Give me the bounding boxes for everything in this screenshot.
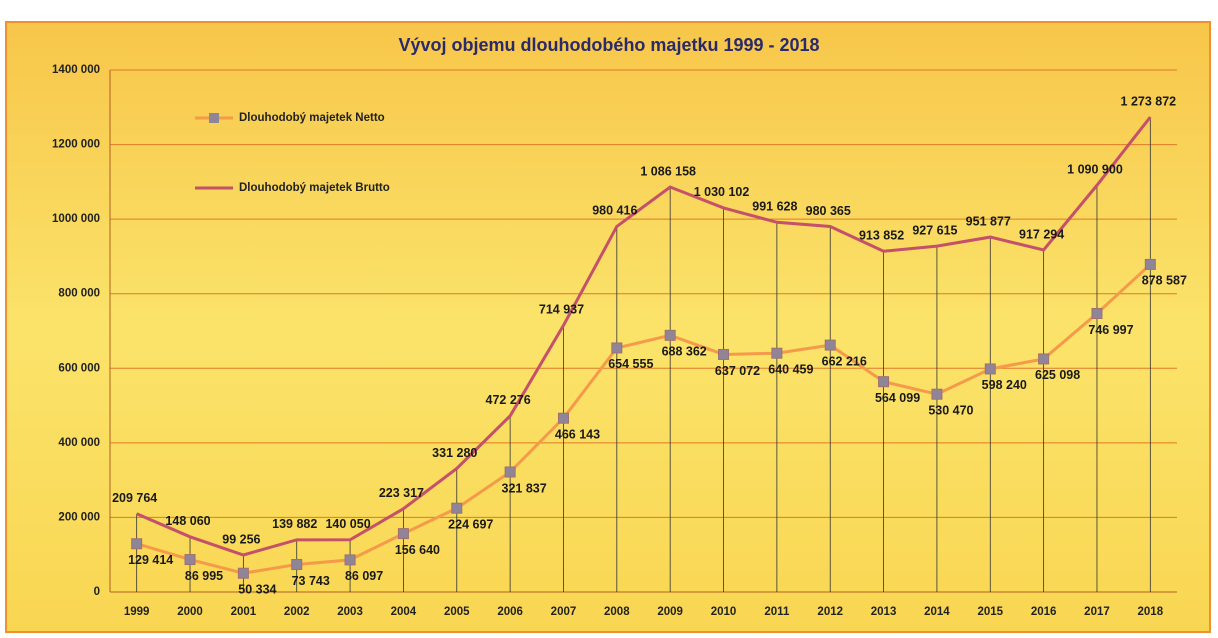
x-tick-label: 2017 [1084, 606, 1110, 618]
value-label: 913 852 [859, 229, 904, 243]
marker [931, 388, 943, 400]
x-tick-label: 2007 [551, 606, 577, 618]
x-tick-label: 2016 [1031, 606, 1057, 618]
x-tick-label: 2004 [391, 606, 417, 618]
marker [557, 412, 569, 424]
value-label: 86 097 [345, 569, 383, 583]
marker [344, 554, 356, 566]
value-label: 640 459 [768, 362, 813, 376]
marker [878, 376, 890, 388]
x-tick-label: 2011 [764, 606, 790, 618]
x-tick-label: 2009 [657, 606, 683, 618]
x-tick-label: 2013 [871, 606, 897, 618]
value-label: 209 764 [112, 491, 157, 505]
marker [824, 339, 836, 351]
x-tick-label: 1999 [124, 606, 150, 618]
value-label: 1 273 872 [1121, 94, 1177, 108]
value-label: 662 216 [822, 354, 867, 368]
x-tick-label: 2001 [231, 606, 257, 618]
marker [1144, 258, 1156, 270]
value-label: 99 256 [222, 532, 260, 546]
y-tick-label: 1200 000 [52, 139, 100, 151]
marker [1038, 353, 1050, 365]
marker [1091, 307, 1103, 319]
x-tick-label: 2006 [497, 606, 523, 618]
marker [984, 363, 996, 375]
value-label: 917 294 [1019, 227, 1064, 241]
value-label: 625 098 [1035, 368, 1080, 382]
marker [718, 348, 730, 360]
value-label: 951 877 [966, 214, 1011, 228]
x-tick-label: 2015 [977, 606, 1003, 618]
y-tick-label: 1400 000 [52, 64, 100, 76]
legend-label: Dlouhodobý majetek Netto [239, 112, 385, 124]
marker [664, 329, 676, 341]
value-label: 50 334 [238, 583, 276, 597]
marker [611, 342, 623, 354]
y-tick-label: 200 000 [58, 511, 100, 523]
y-tick-label: 1000 000 [52, 213, 100, 225]
value-label: 688 362 [662, 345, 707, 359]
chart-background [5, 21, 1211, 633]
x-tick-label: 2010 [711, 606, 737, 618]
value-label: 472 276 [486, 393, 531, 407]
value-label: 598 240 [982, 378, 1027, 392]
value-label: 331 280 [432, 446, 477, 460]
series-line [136, 116, 1152, 557]
legend-marker [209, 113, 219, 123]
value-label: 140 050 [325, 517, 370, 531]
value-label: 129 414 [128, 553, 173, 567]
marker [237, 567, 249, 579]
value-label: 1 030 102 [694, 185, 750, 199]
value-label: 139 882 [272, 517, 317, 531]
marker [451, 502, 463, 514]
value-label: 224 697 [448, 518, 493, 532]
x-tick-label: 2008 [604, 606, 630, 618]
value-label: 927 615 [912, 223, 957, 237]
value-label: 1 090 900 [1067, 163, 1123, 177]
value-label: 530 470 [928, 404, 973, 418]
value-label: 156 640 [395, 543, 440, 557]
value-label: 637 072 [715, 364, 760, 378]
value-label: 991 628 [752, 200, 797, 214]
y-tick-label: 800 000 [58, 288, 100, 300]
value-label: 148 060 [165, 514, 210, 528]
x-tick-label: 2003 [337, 606, 363, 618]
x-tick-label: 2014 [924, 606, 950, 618]
y-tick-label: 400 000 [58, 437, 100, 449]
marker [504, 466, 516, 478]
series-line [136, 263, 1152, 575]
value-label: 466 143 [555, 427, 600, 441]
marker [131, 538, 143, 550]
marker [771, 347, 783, 359]
x-tick-label: 2000 [177, 606, 203, 618]
value-label: 86 995 [185, 569, 223, 583]
y-tick-label: 0 [94, 586, 100, 598]
marker [291, 559, 303, 571]
value-label: 878 587 [1142, 274, 1187, 288]
value-label: 714 937 [539, 303, 584, 317]
marker [184, 554, 196, 566]
value-label: 223 317 [379, 486, 424, 500]
y-tick-label: 600 000 [58, 362, 100, 374]
value-label: 980 416 [592, 204, 637, 218]
value-label: 1 086 158 [640, 164, 696, 178]
value-label: 654 555 [608, 357, 653, 371]
x-tick-label: 2012 [817, 606, 843, 618]
value-label: 980 365 [806, 204, 851, 218]
value-label: 564 099 [875, 391, 920, 405]
value-label: 321 837 [502, 481, 547, 495]
legend-label: Dlouhodobý majetek Brutto [239, 182, 390, 194]
value-label: 73 743 [292, 574, 330, 588]
x-tick-label: 2002 [284, 606, 310, 618]
marker [397, 528, 409, 540]
x-tick-label: 2005 [444, 606, 470, 618]
x-tick-label: 2018 [1138, 606, 1164, 618]
value-label: 746 997 [1088, 323, 1133, 337]
chart-title: Vývoj objemu dlouhodobého majetku 1999 -… [398, 35, 819, 55]
